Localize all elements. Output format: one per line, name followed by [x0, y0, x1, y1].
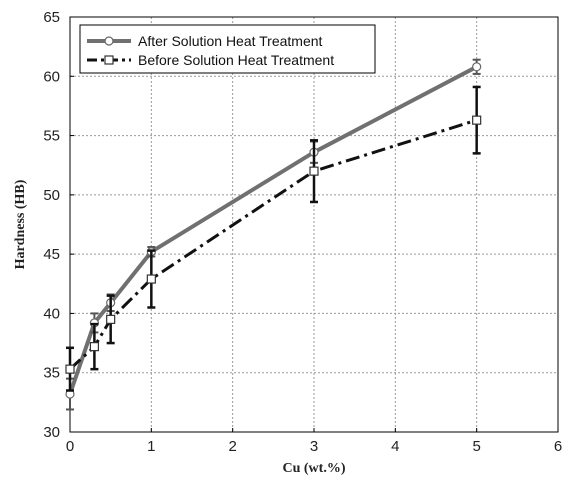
- x-tick-label: 3: [310, 438, 318, 455]
- series-line: [68, 65, 478, 395]
- data-point-square: [146, 274, 156, 284]
- data-point-square: [89, 342, 100, 352]
- series-layer: [65, 58, 482, 411]
- x-tick-label: 6: [554, 438, 562, 455]
- x-tick-label: 0: [66, 438, 74, 455]
- grid-lines: [70, 17, 558, 432]
- y-tick-label: 60: [43, 68, 60, 85]
- x-tick-label: 4: [391, 438, 399, 455]
- y-axis-title: Hardness (HB): [13, 179, 28, 269]
- series-before-treatment: [65, 85, 482, 392]
- data-point-square: [106, 314, 116, 324]
- data-point-square: [309, 166, 319, 176]
- x-tick-label: 5: [472, 438, 480, 455]
- data-point-square: [472, 115, 482, 125]
- y-tick-label: 40: [43, 305, 60, 322]
- y-tick-label: 30: [43, 424, 60, 441]
- legend-marker-circle: [104, 36, 114, 46]
- x-tick-label: 1: [147, 438, 155, 455]
- legend-label: After Solution Heat Treatment: [138, 33, 323, 49]
- y-tick-label: 50: [43, 187, 60, 204]
- legend-marker-square: [104, 55, 114, 65]
- y-tick-label: 45: [43, 246, 60, 263]
- x-axis-title: Cu (wt.%): [283, 461, 346, 476]
- legend-box: [79, 24, 376, 74]
- y-tick-label: 65: [43, 9, 60, 26]
- y-tick-label: 55: [43, 128, 60, 145]
- y-tick-label: 35: [43, 365, 60, 382]
- data-point-circle: [472, 62, 482, 72]
- legend: After Solution Heat Treatment Before Solu…: [79, 24, 376, 74]
- data-point-square: [65, 364, 75, 374]
- series-after-treatment: [65, 58, 482, 411]
- series-line: [68, 118, 478, 371]
- x-tick-label: 2: [228, 438, 236, 455]
- legend-label: Before Solution Heat Treatment: [138, 52, 334, 68]
